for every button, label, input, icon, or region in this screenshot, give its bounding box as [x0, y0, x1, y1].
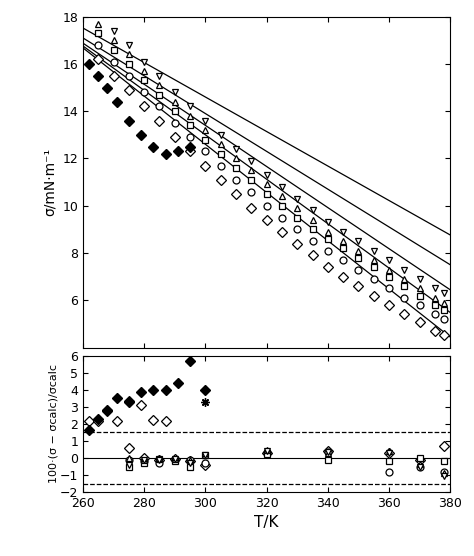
X-axis label: T/K: T/K [255, 515, 279, 530]
Y-axis label: 100·(σ − σcalc)/σcalc: 100·(σ − σcalc)/σcalc [48, 364, 58, 484]
Y-axis label: σ/mN·m⁻¹: σ/mN·m⁻¹ [43, 148, 57, 216]
